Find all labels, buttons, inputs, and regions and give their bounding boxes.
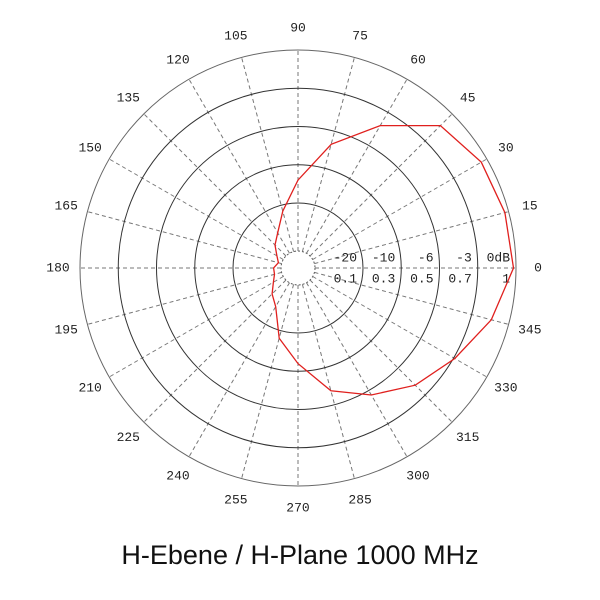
angle-label: 75 bbox=[352, 29, 368, 44]
spoke bbox=[87, 271, 282, 325]
angle-label: 180 bbox=[46, 260, 69, 275]
angle-label: 330 bbox=[494, 380, 517, 395]
spoke bbox=[108, 158, 284, 260]
spoke bbox=[143, 113, 287, 257]
db-label: 0dB bbox=[487, 250, 511, 265]
angle-label: 210 bbox=[78, 380, 101, 395]
amplitude-label: 0.7 bbox=[448, 271, 471, 286]
angle-label: 255 bbox=[224, 492, 247, 507]
angle-label: 120 bbox=[166, 53, 189, 68]
chart-title: H-Ebene / H-Plane 1000 MHz bbox=[121, 540, 478, 570]
spoke bbox=[108, 276, 284, 378]
spoke bbox=[312, 276, 488, 378]
spoke bbox=[301, 57, 355, 252]
spoke bbox=[314, 211, 509, 265]
ring bbox=[232, 202, 364, 334]
spoke bbox=[241, 284, 295, 479]
angle-label: 270 bbox=[286, 500, 309, 515]
angle-label: 15 bbox=[522, 198, 538, 213]
db-label: -6 bbox=[418, 250, 434, 265]
db-label: -3 bbox=[456, 250, 472, 265]
angle-label: 165 bbox=[54, 198, 77, 213]
angle-label: 90 bbox=[290, 20, 306, 35]
ring bbox=[79, 49, 517, 487]
spoke bbox=[188, 78, 290, 254]
spoke bbox=[309, 113, 453, 257]
angle-label: 300 bbox=[406, 468, 429, 483]
db-label: -20 bbox=[334, 250, 357, 265]
angle-label: 30 bbox=[498, 140, 514, 155]
spoke bbox=[309, 279, 453, 423]
db-label: -10 bbox=[372, 250, 395, 265]
spoke bbox=[87, 211, 282, 265]
ring bbox=[194, 164, 402, 372]
angle-label: 60 bbox=[410, 53, 426, 68]
amplitude-label: 0.3 bbox=[372, 271, 395, 286]
pattern-line bbox=[271, 124, 515, 396]
angle-label: 345 bbox=[518, 323, 541, 338]
amplitude-label: 1 bbox=[502, 271, 510, 286]
amplitude-label: 0.1 bbox=[334, 271, 358, 286]
ring bbox=[117, 87, 479, 449]
angle-label: 0 bbox=[534, 260, 542, 275]
angle-label: 150 bbox=[78, 140, 101, 155]
amplitude-label: 0.5 bbox=[410, 271, 433, 286]
inner-circle bbox=[280, 250, 316, 286]
spoke bbox=[143, 279, 287, 423]
spoke bbox=[312, 158, 488, 260]
angle-label: 315 bbox=[456, 430, 479, 445]
angle-label: 135 bbox=[117, 91, 140, 106]
spoke bbox=[188, 282, 290, 458]
angle-label: 195 bbox=[54, 323, 77, 338]
angle-label: 240 bbox=[166, 468, 189, 483]
angle-label: 285 bbox=[348, 492, 371, 507]
spoke bbox=[306, 282, 408, 458]
spoke bbox=[241, 57, 295, 252]
angle-label: 225 bbox=[117, 430, 140, 445]
angle-label: 105 bbox=[224, 29, 247, 44]
spoke bbox=[306, 78, 408, 254]
spoke bbox=[301, 284, 355, 479]
spoke bbox=[314, 271, 509, 325]
angle-label: 45 bbox=[460, 91, 476, 106]
ring bbox=[156, 126, 440, 410]
